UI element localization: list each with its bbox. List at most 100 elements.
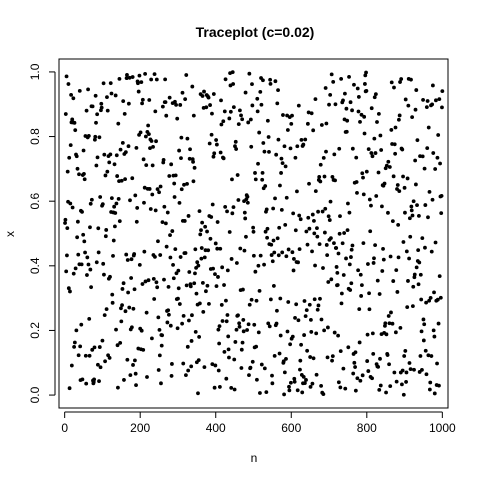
data-point <box>241 287 245 292</box>
data-point <box>242 248 247 253</box>
data-point <box>239 347 244 352</box>
data-point <box>311 356 316 361</box>
data-point <box>207 301 211 306</box>
data-point <box>295 189 299 194</box>
data-point <box>303 137 308 142</box>
data-point <box>238 246 243 251</box>
data-point <box>290 113 294 118</box>
data-point <box>361 192 366 197</box>
data-point <box>170 229 175 233</box>
data-point <box>139 80 144 84</box>
data-point <box>214 138 219 142</box>
data-point <box>161 157 166 162</box>
data-point <box>115 174 120 178</box>
data-point <box>285 128 290 132</box>
data-point <box>116 385 120 390</box>
data-point <box>352 360 357 365</box>
data-point <box>255 96 260 101</box>
data-point <box>404 380 408 384</box>
data-point <box>246 322 251 327</box>
data-point <box>176 286 181 291</box>
data-point <box>294 302 299 307</box>
data-point <box>361 241 366 246</box>
data-point <box>69 92 73 97</box>
data-point <box>395 183 400 187</box>
data-point <box>156 368 161 372</box>
data-point <box>186 214 191 218</box>
data-point <box>276 137 281 142</box>
data-point <box>262 366 267 371</box>
data-point <box>263 229 268 234</box>
data-point <box>117 76 122 81</box>
data-point <box>288 146 293 151</box>
data-point <box>196 391 200 396</box>
data-point <box>132 287 137 292</box>
data-point <box>318 162 323 167</box>
data-point <box>390 219 395 224</box>
data-point <box>416 248 421 253</box>
data-point <box>233 340 238 344</box>
data-point <box>312 231 317 236</box>
data-point <box>403 210 407 215</box>
data-point <box>82 177 87 182</box>
data-point <box>229 257 234 261</box>
data-point <box>347 74 351 79</box>
data-point <box>178 255 183 259</box>
data-point <box>215 246 220 251</box>
data-point <box>421 338 426 343</box>
data-point <box>152 72 157 76</box>
data-point <box>236 313 240 318</box>
data-point <box>251 253 256 258</box>
data-point <box>309 111 314 116</box>
data-point <box>66 286 71 291</box>
data-point <box>109 196 114 201</box>
data-point <box>88 201 93 206</box>
data-point <box>96 250 101 255</box>
data-point <box>149 139 154 143</box>
data-point <box>425 99 430 103</box>
data-point <box>247 302 252 307</box>
data-point <box>440 89 445 94</box>
data-point <box>273 79 278 84</box>
data-point <box>221 119 226 124</box>
data-point <box>312 218 316 223</box>
data-point <box>326 325 330 330</box>
data-point <box>249 144 254 149</box>
data-point <box>127 75 132 80</box>
data-point <box>226 347 231 352</box>
data-point <box>280 161 285 166</box>
data-point <box>222 349 227 354</box>
data-point <box>280 250 285 255</box>
data-point <box>279 207 284 212</box>
data-point <box>207 141 212 146</box>
data-point <box>283 164 288 169</box>
data-point <box>258 89 263 94</box>
data-point <box>171 276 176 281</box>
data-point <box>295 144 300 149</box>
data-point <box>346 345 351 350</box>
data-point <box>230 177 234 182</box>
data-point <box>99 105 104 110</box>
data-point <box>338 349 343 354</box>
x-axis: 0 200 400 600 800 1000 <box>61 411 456 435</box>
data-point <box>158 184 163 189</box>
data-point <box>169 162 174 167</box>
data-point <box>88 225 92 230</box>
data-point <box>190 313 194 318</box>
data-point <box>186 368 191 373</box>
data-point <box>191 113 196 118</box>
data-point <box>437 274 442 278</box>
data-point <box>350 243 355 248</box>
data-point <box>296 260 300 265</box>
data-point <box>166 308 171 313</box>
data-point <box>212 151 217 156</box>
data-point <box>384 390 388 395</box>
data-point <box>92 377 97 382</box>
data-point <box>87 317 92 321</box>
data-point <box>391 279 396 283</box>
data-point <box>372 256 376 261</box>
data-point <box>251 229 256 234</box>
data-point <box>424 300 428 305</box>
data-point <box>77 172 81 177</box>
data-point <box>319 383 323 388</box>
